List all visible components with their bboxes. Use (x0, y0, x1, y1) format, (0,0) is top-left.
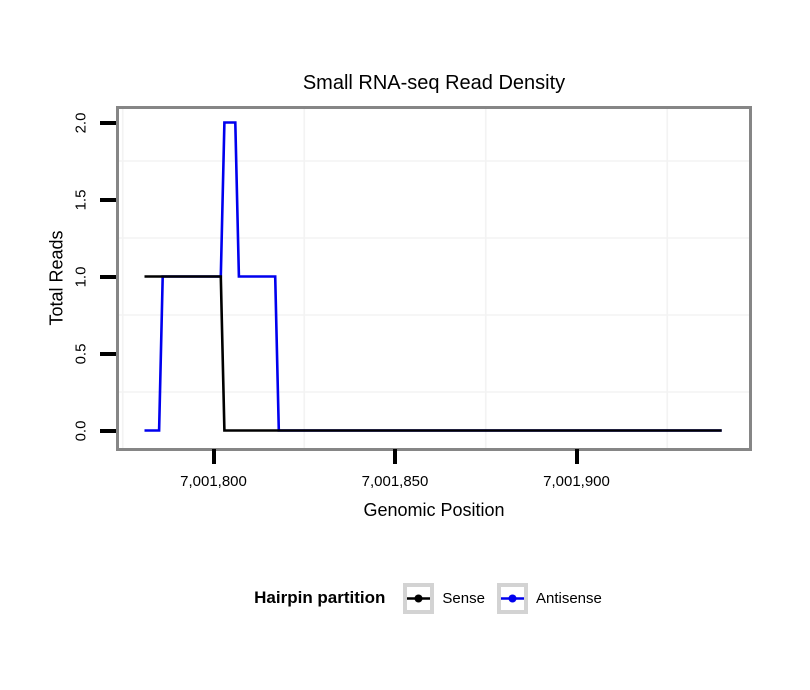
y-axis-tick (100, 120, 116, 125)
y-tick-label: 1.5 (72, 189, 90, 210)
plot-area-svg (119, 109, 749, 448)
legend-label-sense: Sense (442, 589, 485, 607)
x-axis-tick (211, 449, 216, 464)
x-axis-tick (393, 449, 397, 464)
legend-key-antisense-icon (496, 582, 528, 614)
x-tick-label: 7,001,800 (180, 473, 247, 490)
x-axis-title: Genomic Position (363, 500, 505, 520)
y-axis-title: Total Reads (46, 230, 67, 326)
plot-panel (116, 106, 752, 451)
y-tick-label: 1.0 (72, 266, 90, 287)
y-axis-tick (100, 274, 116, 279)
series-line-sense (144, 275, 722, 432)
y-tick-label: 0.0 (72, 420, 90, 441)
y-tick-label: 2.0 (72, 112, 90, 133)
legend-key-sense-icon (403, 582, 435, 614)
series-line-antisense (144, 121, 722, 432)
x-tick-label: 7,001,900 (543, 473, 610, 490)
y-axis-tick (100, 428, 116, 433)
x-axis-tick (574, 449, 579, 464)
y-axis-tick (100, 197, 116, 202)
y-tick-label: 0.5 (72, 343, 90, 364)
legend: Hairpin partition Sense Antisense (116, 579, 752, 617)
antisense-key-glyph-icon (500, 594, 524, 602)
legend-item-antisense: Antisense (496, 582, 602, 614)
y-axis-tick (100, 351, 116, 356)
x-tick-label: 7,001,850 (361, 473, 429, 490)
sense-key-glyph-icon (407, 594, 431, 602)
legend-label-antisense: Antisense (535, 589, 602, 607)
legend-title: Hairpin partition (254, 588, 386, 607)
chart-title: Small RNA-seq Read Density (302, 72, 566, 94)
legend-item-sense: Sense (403, 582, 485, 614)
